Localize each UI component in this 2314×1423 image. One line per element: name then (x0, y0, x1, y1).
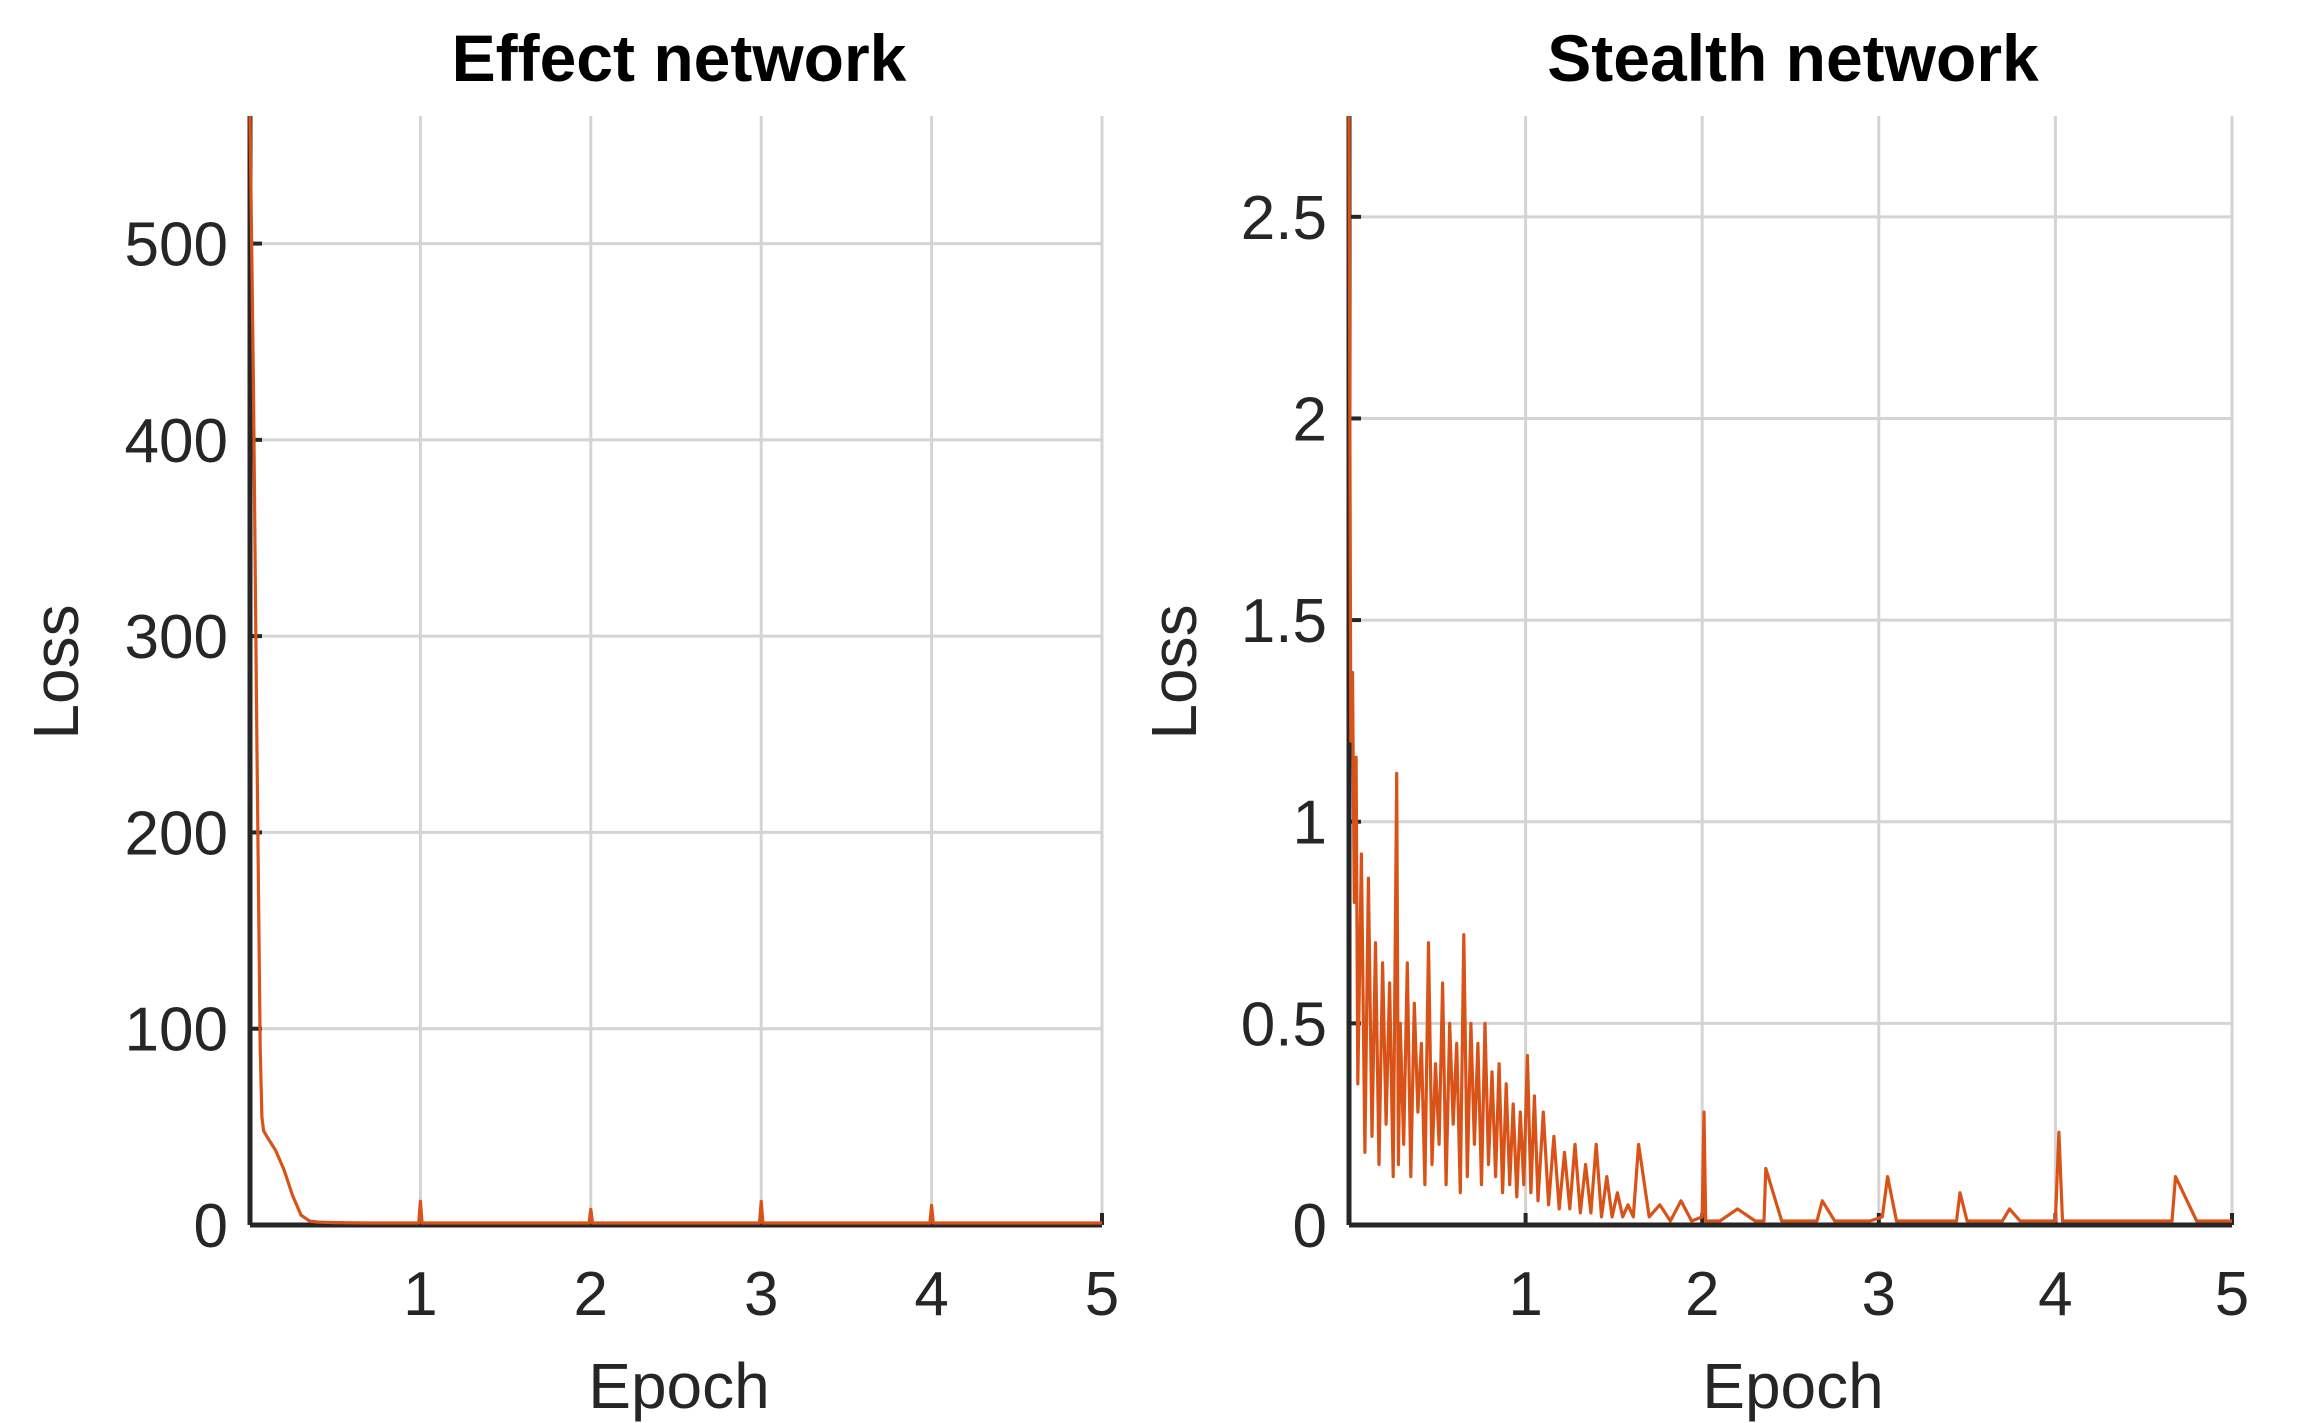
effect-loss-line-0 (248, 115, 1102, 1225)
stealth-axes (1346, 116, 2232, 1228)
stealth-y-tick-label-2: 1 (1293, 789, 1327, 858)
stealth-series (1347, 115, 2232, 1223)
effect-y-tick-label-0: 0 (194, 1192, 228, 1261)
stealth-y-tick-label-5: 2.5 (1241, 184, 1327, 253)
stealth-y-axis-label: Loss (1138, 604, 1210, 739)
stealth-x-axis-label: Epoch (1702, 1350, 1883, 1422)
stealth-y-tick-label-3: 1.5 (1241, 587, 1327, 656)
stealth-y-tick-label-0: 0 (1293, 1192, 1327, 1261)
effect-x-tick-label-4: 5 (1085, 1260, 1119, 1329)
effect-x-tick-label-3: 4 (914, 1260, 948, 1329)
stealth-network-panel: 1 2 3 4 500.511.522.5 Stealth network Epoch … (1138, 21, 2249, 1422)
stealth-y-tick-label-4: 2 (1293, 385, 1327, 454)
stealth-loss-line-0 (1347, 115, 2232, 1223)
effect-y-tick-label-5: 500 (125, 211, 228, 280)
stealth-ticks: 1 2 3 4 5 0 0.5 1 1.5 2 2.5 (1241, 184, 2249, 1329)
effect-series (248, 115, 1102, 1225)
effect-x-tick-label-1: 2 (574, 1260, 608, 1329)
effect-chart-title: Effect network (452, 21, 907, 95)
effect-x-axis-label: Epoch (588, 1350, 769, 1422)
stealth-x-tick-label-2: 3 (1862, 1260, 1896, 1329)
effect-x-tick-label-0: 1 (403, 1260, 437, 1329)
effect-y-tick-label-4: 400 (125, 407, 228, 476)
effect-y-tick-label-1: 100 (125, 996, 228, 1065)
effect-y-axis-label: Loss (20, 604, 92, 739)
effect-y-tick-label-2: 200 (125, 799, 228, 868)
stealth-x-tick-label-1: 2 (1685, 1260, 1719, 1329)
effect-ticks: 1 2 3 4 5 0 100 200 300 400 500 (125, 211, 1120, 1329)
stealth-x-tick-label-0: 1 (1508, 1260, 1542, 1329)
effect-y-tick-label-3: 300 (125, 603, 228, 672)
stealth-chart-title: Stealth network (1547, 21, 2039, 95)
effect-network-panel: 1 2 3 4 5 0 100 200 300 400 500 Effect network Epo… (20, 21, 1119, 1422)
stealth-x-tick-label-3: 4 (2038, 1260, 2072, 1329)
stealth-grid (1349, 116, 2234, 1225)
stealth-y-tick-label-1: 0.5 (1241, 990, 1327, 1059)
effect-axes (247, 116, 1102, 1228)
effect-x-tick-label-2: 3 (744, 1260, 778, 1329)
stealth-x-tick-label-4: 5 (2215, 1260, 2249, 1329)
effect-grid (250, 116, 1104, 1225)
